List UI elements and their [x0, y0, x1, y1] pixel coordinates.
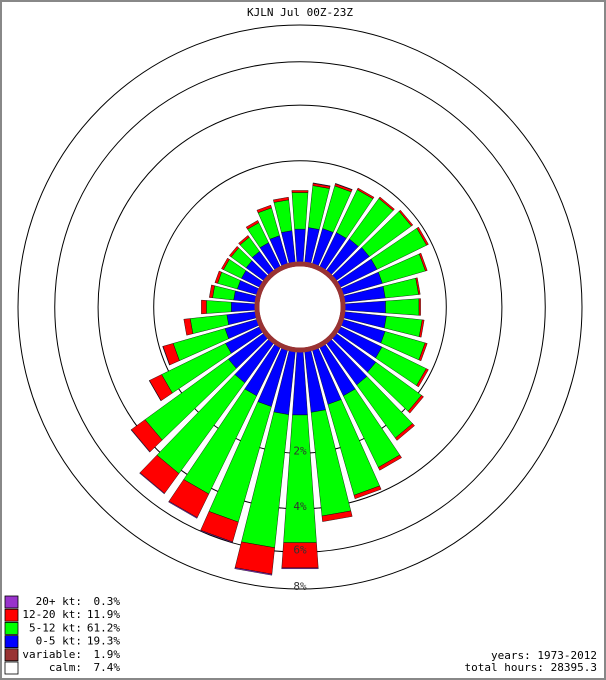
ring	[17, 24, 583, 590]
chart-title: KJLN Jul 00Z-23Z	[247, 6, 353, 19]
legend-value: 1.9%	[94, 648, 121, 661]
bar-segment	[183, 318, 194, 336]
bar-segment	[291, 190, 309, 193]
bar-segment	[394, 423, 415, 441]
bar-segment	[385, 298, 420, 316]
bar-segment	[353, 485, 382, 500]
bar-segment	[419, 319, 425, 338]
calm-disc	[259, 266, 341, 348]
legend-value: 61.2%	[87, 621, 120, 634]
ring-label: 6%	[293, 543, 307, 556]
bar-segment	[273, 196, 289, 203]
bar-segment	[418, 342, 428, 362]
bar-segment	[234, 567, 273, 576]
legend-value: 19.3%	[87, 635, 120, 648]
legend-label: calm:	[49, 661, 82, 674]
legend-swatch	[4, 648, 19, 662]
bar-segment	[378, 196, 395, 211]
bar-segment	[139, 472, 165, 495]
ring-label: 4%	[293, 500, 307, 513]
bar-segment	[238, 235, 250, 246]
legend-value: 0.3%	[94, 595, 121, 608]
bar-segment	[407, 395, 424, 414]
bar-segment	[416, 226, 429, 246]
legend-swatch	[4, 622, 19, 635]
bar-segment	[256, 204, 272, 213]
bar-segment	[416, 368, 429, 388]
bar-segment	[312, 182, 331, 187]
bar-segment	[231, 301, 256, 313]
bar-segment	[398, 209, 414, 227]
legend-label: variable:	[22, 648, 82, 661]
bar-segment	[281, 567, 319, 569]
bar-segment	[168, 501, 198, 519]
legend-label: 0-5 kt:	[36, 635, 82, 648]
years-note: years: 1973-2012	[491, 649, 597, 662]
bar-segment	[415, 277, 421, 295]
bar-segment	[201, 299, 207, 315]
bar-segment	[162, 346, 170, 366]
bar-segment	[130, 429, 151, 453]
bar-segment	[221, 257, 230, 270]
bar-segment	[245, 220, 260, 230]
bar-segment	[321, 510, 353, 522]
bar-segment	[291, 192, 309, 230]
legend-label: 12-20 kt:	[22, 608, 82, 621]
legend-swatch	[4, 635, 19, 648]
hours-note: total hours: 28395.3	[465, 661, 597, 674]
variable-ring	[254, 261, 346, 353]
bar-segment	[214, 270, 222, 284]
legend-label: 5-12 kt:	[29, 621, 82, 634]
bar-segment	[206, 300, 232, 314]
ring-label: 2%	[293, 444, 307, 457]
legend-value: 11.9%	[87, 608, 120, 621]
bar-segment	[356, 187, 375, 200]
legend-label: 20+ kt:	[36, 595, 82, 608]
bar-segment	[419, 252, 428, 272]
ring-label: 8%	[293, 580, 307, 593]
bar-segment	[209, 284, 215, 299]
legend-value: 7.4%	[94, 661, 121, 674]
legend-swatch	[4, 661, 19, 675]
bar-segment	[377, 454, 402, 471]
bar-segment	[199, 530, 233, 544]
bar-segment	[335, 183, 353, 191]
bar-segment	[228, 245, 239, 258]
bar-segment	[418, 298, 421, 316]
bar-segment	[148, 380, 162, 402]
legend-swatch	[4, 595, 19, 609]
legend-swatch	[4, 608, 19, 622]
